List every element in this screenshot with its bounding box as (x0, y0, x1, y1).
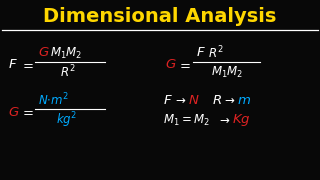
Text: $\rightarrow$: $\rightarrow$ (217, 114, 230, 127)
Text: $M_1M_2$: $M_1M_2$ (50, 45, 82, 60)
Text: $G$: $G$ (165, 58, 177, 71)
Text: $R$: $R$ (212, 93, 222, 107)
Text: $G$: $G$ (8, 105, 20, 118)
Text: $Kg$: $Kg$ (232, 112, 251, 128)
Text: $F$: $F$ (8, 58, 18, 71)
Text: $G$: $G$ (38, 46, 50, 60)
Text: $M_1M_2$: $M_1M_2$ (211, 64, 243, 80)
Text: $=$: $=$ (20, 58, 34, 71)
Text: $M_1=M_2$: $M_1=M_2$ (163, 112, 210, 128)
Text: $N{\cdot}m^2$: $N{\cdot}m^2$ (38, 92, 69, 108)
Text: $F$: $F$ (163, 93, 173, 107)
Text: $R^2$: $R^2$ (60, 64, 76, 80)
Text: $=$: $=$ (177, 58, 191, 71)
Text: $\rightarrow$: $\rightarrow$ (173, 93, 187, 107)
Text: $F$: $F$ (196, 46, 206, 60)
Text: $N$: $N$ (188, 93, 200, 107)
Text: $\rightarrow$: $\rightarrow$ (222, 93, 236, 107)
Text: Dimensional Analysis: Dimensional Analysis (43, 8, 277, 26)
Text: $kg^2$: $kg^2$ (56, 110, 77, 130)
Text: $R^2$: $R^2$ (208, 45, 223, 61)
Text: $m$: $m$ (237, 93, 251, 107)
Text: $=$: $=$ (20, 105, 34, 118)
